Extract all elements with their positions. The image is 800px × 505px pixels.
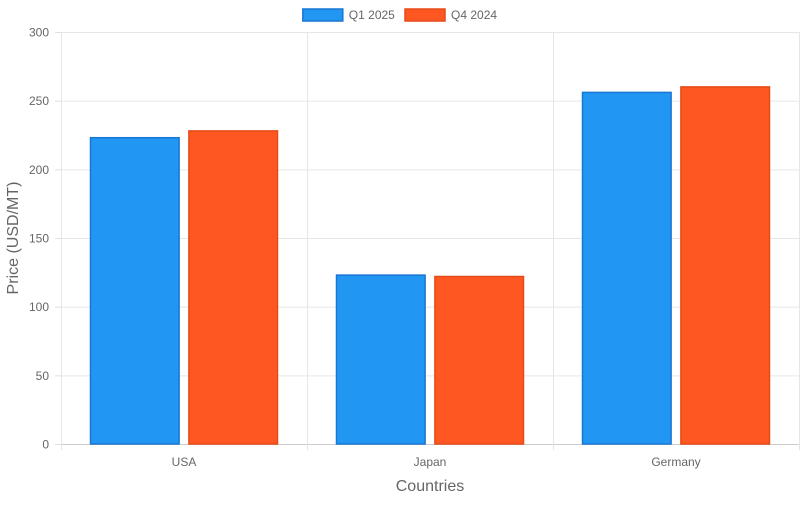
legend-swatch — [404, 8, 446, 22]
y-tick-label: 200 — [29, 163, 49, 177]
legend-swatch — [302, 8, 344, 22]
y-axis-title: Price (USD/MT) — [5, 182, 22, 295]
y-tick-label: 100 — [29, 300, 49, 314]
bars — [89, 86, 771, 445]
legend-label: Q1 2025 — [349, 8, 395, 22]
x-tick-label: Japan — [414, 455, 447, 469]
bar-q4-2024-germany[interactable] — [680, 86, 771, 445]
legend[interactable]: Q1 2025 Q4 2024 — [302, 8, 498, 22]
y-tick-label: 150 — [29, 232, 49, 246]
tick-labels: 0 50 100 150 200 250 300 USA Japan Germany — [29, 26, 701, 470]
x-tick-label: USA — [172, 455, 197, 469]
x-axis-title: Countries — [396, 478, 464, 495]
bar-q4-2024-usa[interactable] — [188, 130, 279, 445]
bar-q1-2025-germany[interactable] — [581, 91, 672, 445]
bar-q1-2025-usa[interactable] — [89, 136, 180, 445]
legend-item-q4-2024[interactable]: Q4 2024 — [404, 8, 497, 22]
legend-item-q1-2025[interactable]: Q1 2025 — [302, 8, 395, 22]
y-tick-label: 300 — [29, 26, 49, 40]
bar-q4-2024-japan[interactable] — [434, 275, 525, 445]
axes — [55, 32, 61, 445]
y-tick-label: 250 — [29, 94, 49, 108]
legend-label: Q4 2024 — [451, 8, 497, 22]
x-tick-label: Germany — [651, 455, 700, 469]
y-tick-label: 0 — [42, 438, 49, 452]
bar-q1-2025-japan[interactable] — [335, 274, 426, 445]
y-tick-label: 50 — [36, 369, 50, 383]
